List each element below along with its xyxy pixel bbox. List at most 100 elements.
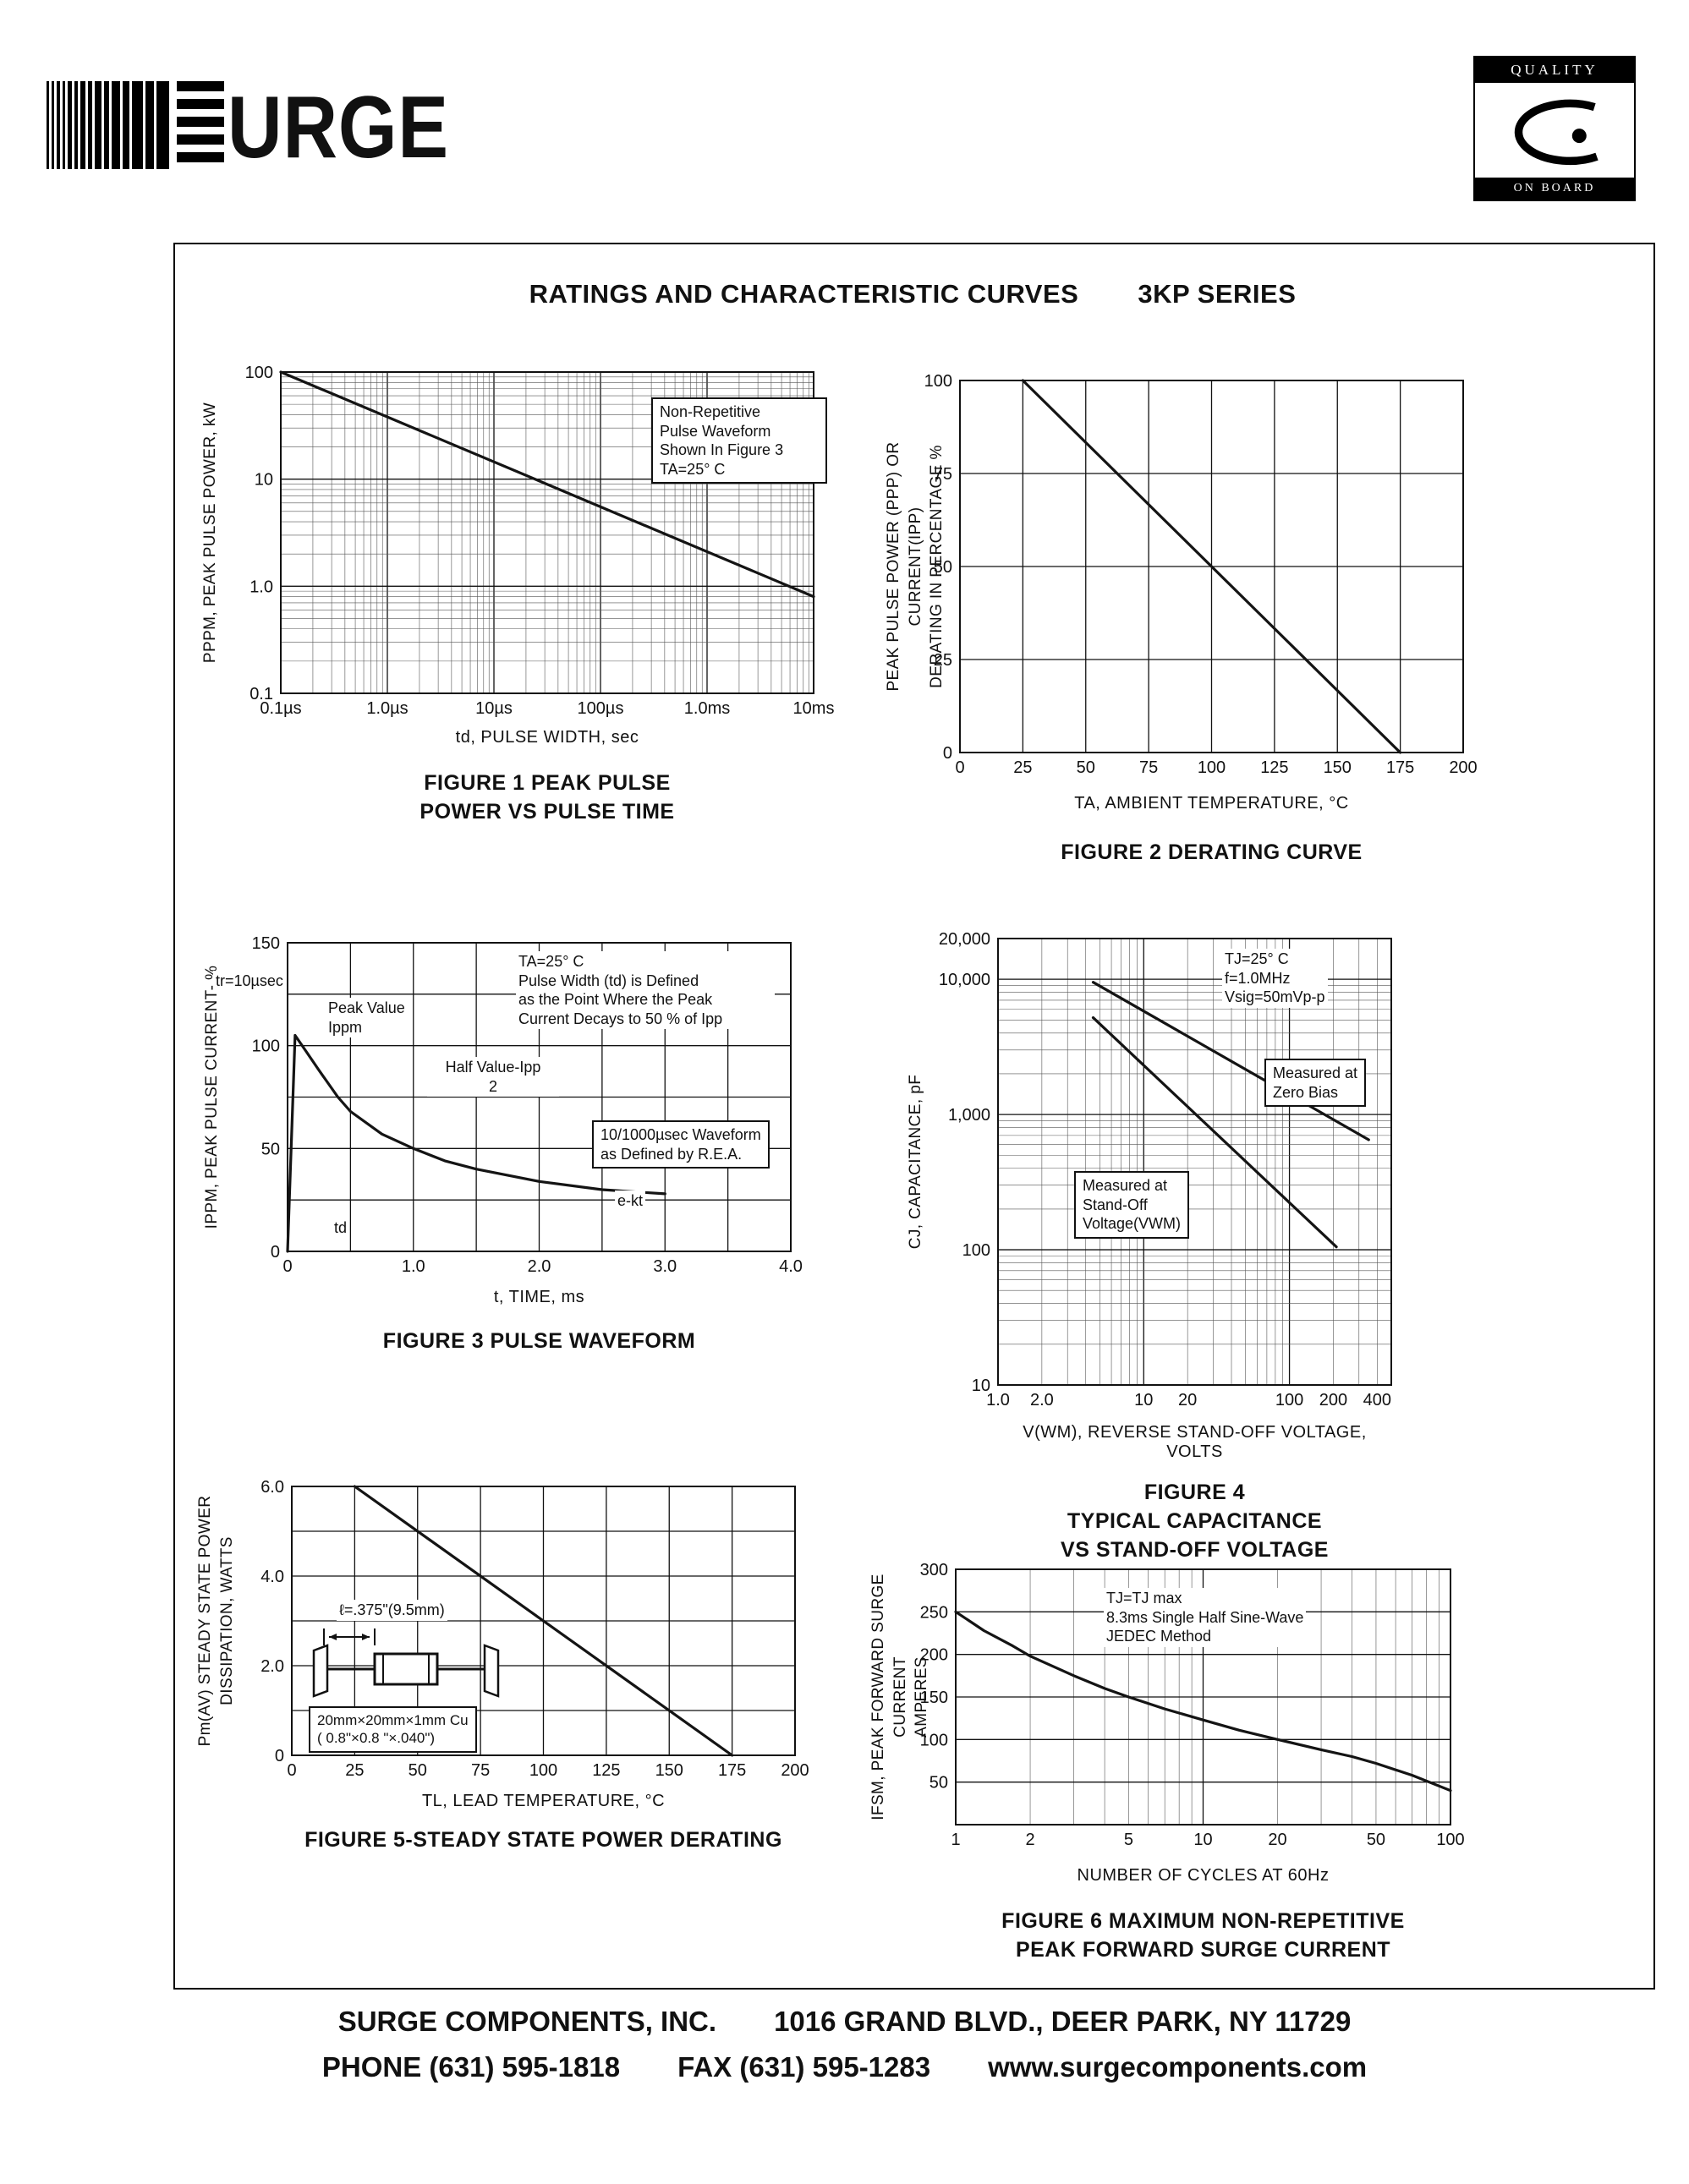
svg-text:100: 100	[529, 1761, 557, 1780]
svg-text:75: 75	[934, 465, 952, 484]
svg-text:1.0: 1.0	[402, 1257, 425, 1276]
svg-text:2.0: 2.0	[1030, 1391, 1054, 1409]
page-title: RATINGS AND CHARACTERISTIC CURVES 3KP SER…	[173, 279, 1652, 309]
svg-text:10: 10	[1134, 1391, 1153, 1409]
svg-text:25: 25	[345, 1761, 364, 1780]
svg-text:10: 10	[1193, 1831, 1212, 1849]
svg-text:175: 175	[1386, 758, 1414, 777]
fig1-plot: 0.1µs 1.0µs 10µs 100µs 1.0ms 10ms 100 10 1.0 0.1	[245, 364, 835, 718]
svg-text:1.0: 1.0	[986, 1391, 1010, 1409]
surge-logo-stripe-s-icon	[177, 81, 224, 169]
svg-text:75: 75	[471, 1761, 490, 1780]
figure-4: CJ, CAPACITANCE, pF 1.0 2.0 10 20 100 200 400 2…	[880, 913, 1582, 1562]
fig3-annotation-td: td	[332, 1218, 350, 1239]
svg-text:50: 50	[1367, 1831, 1385, 1849]
svg-text:20,000: 20,000	[939, 930, 990, 949]
svg-text:100: 100	[252, 1037, 280, 1056]
svg-text:0: 0	[287, 1761, 296, 1780]
svg-text:100: 100	[962, 1241, 990, 1260]
figure-2: PEAK PULSE POWER (PPP) OR CURRENT(IPP) D…	[880, 355, 1565, 896]
svg-text:0: 0	[943, 744, 952, 763]
fig5-plot: 0 25 50 75 100 125 150 175 200 6.0 4.0 2.0 0	[260, 1478, 809, 1780]
svg-text:150: 150	[655, 1761, 683, 1780]
fig4-plot: 1.0 2.0 10 20 100 200 400 20,000 10,000 1,000 100 1…	[939, 930, 1392, 1409]
fig5-caption: FIGURE 5-STEADY STATE POWER DERATING	[304, 1828, 782, 1852]
fig1-caption: FIGURE 1 PEAK PULSE POWER VS PULSE TIME	[420, 771, 675, 824]
footer-company-line: SURGE COMPONENTS, INC. 1016 GRAND BLVD., …	[0, 2006, 1689, 2038]
svg-text:10: 10	[255, 471, 273, 490]
svg-text:0.1: 0.1	[250, 685, 273, 703]
fig5-x-axis-label: TL, LEAD TEMPERATURE, °C	[421, 1792, 666, 1810]
svg-text:400: 400	[1363, 1391, 1391, 1409]
svg-text:20: 20	[1178, 1391, 1197, 1409]
svg-text:3.0: 3.0	[653, 1257, 677, 1276]
svg-text:75: 75	[1139, 758, 1158, 777]
fig5-annotation-copper-pad: 20mm×20mm×1mm Cu ( 0.8"×0.8 "×.040")	[309, 1706, 477, 1753]
fig5-y-axis-label: Pm(AV) STEADY STATE POWER DISSIPATION, W…	[196, 1495, 236, 1747]
svg-text:50: 50	[1077, 758, 1095, 777]
svg-text:5: 5	[1124, 1831, 1133, 1849]
fig4-annotation-zero-bias: Measured at Zero Bias	[1264, 1059, 1367, 1107]
svg-text:150: 150	[920, 1689, 948, 1707]
svg-text:50: 50	[929, 1774, 948, 1793]
svg-text:150: 150	[252, 934, 280, 953]
badge-on-board-label: ON BOARD	[1475, 178, 1634, 200]
quality-on-board-badge: QUALITY ON BOARD	[1473, 56, 1636, 201]
svg-text:4.0: 4.0	[260, 1568, 284, 1586]
svg-text:100: 100	[1198, 758, 1226, 777]
svg-text:0: 0	[271, 1243, 280, 1262]
fig2-caption: FIGURE 2 DERATING CURVE	[1061, 840, 1363, 864]
svg-text:0: 0	[955, 758, 964, 777]
svg-text:10µs: 10µs	[475, 699, 513, 718]
footer-contact-line: PHONE (631) 595-1818 FAX (631) 595-1283 ww…	[0, 2051, 1689, 2083]
svg-text:10,000: 10,000	[939, 971, 990, 989]
svg-text:100: 100	[920, 1731, 948, 1749]
fig3-annotation-exponent: e-kt	[615, 1191, 646, 1212]
svg-text:300: 300	[920, 1561, 948, 1579]
svg-text:50: 50	[934, 558, 952, 577]
fig4-caption: FIGURE 4 TYPICAL CAPACITANCE VS STAND-OF…	[1061, 1481, 1329, 1562]
surge-logo-bars-icon	[47, 81, 172, 169]
svg-text:150: 150	[1324, 758, 1352, 777]
fig3-caption: FIGURE 3 PULSE WAVEFORM	[382, 1329, 696, 1353]
fig1-annotation-conditions: Non-Repetitive Pulse Waveform Shown In F…	[651, 397, 827, 484]
svg-text:100: 100	[1275, 1391, 1303, 1409]
fig3-annotation-rise-time: tr=10µsec	[213, 971, 286, 992]
svg-text:250: 250	[920, 1603, 948, 1622]
badge-quality-label: QUALITY	[1475, 57, 1634, 83]
fig6-annotation-conditions: TJ=TJ max 8.3ms Single Half Sine-Wave JE…	[1104, 1588, 1307, 1647]
figure-1: PPPM, PEAK PULSE POWER, kW 0.1µs 1.0µs 10µ…	[195, 364, 863, 837]
fig5-annotation-lead-length: ℓ=.375"(9.5mm)	[337, 1600, 447, 1621]
svg-text:200: 200	[1449, 758, 1477, 777]
figure-6: IFSM, PEAK FORWARD SURGE CURRENT AMPERES…	[863, 1547, 1573, 2088]
fig3-annotation-rea-note: 10/1000µsec Waveform as Defined by R.E.A…	[592, 1120, 770, 1169]
fig3-x-axis-label: t, TIME, ms	[493, 1288, 585, 1306]
badge-q-mark-icon	[1475, 83, 1634, 178]
footer-web[interactable]: www.surgecomponents.com	[988, 2051, 1368, 2083]
fig3-annotation-peak-value: Peak Value Ippm	[326, 998, 408, 1037]
fig3-annotation-pulse-width-note: TA=25° C Pulse Width (td) is Defined as …	[516, 951, 775, 1029]
svg-text:1: 1	[951, 1831, 960, 1849]
svg-text:10ms: 10ms	[793, 699, 835, 718]
page-series-text: 3KP SERIES	[1138, 279, 1297, 309]
fig2-plot: 0 25 50 75 100 125 150 175 200 100 75 50 25 0	[924, 372, 1478, 777]
fig1-y-axis-label: PPPM, PEAK PULSE POWER, kW	[201, 402, 219, 664]
svg-text:6.0: 6.0	[260, 1478, 284, 1497]
svg-text:100: 100	[1436, 1831, 1464, 1849]
svg-text:1.0: 1.0	[250, 577, 273, 596]
footer-fax: FAX (631) 595-1283	[677, 2051, 931, 2083]
svg-text:2.0: 2.0	[528, 1257, 551, 1276]
svg-text:2: 2	[1025, 1831, 1034, 1849]
svg-text:200: 200	[781, 1761, 809, 1780]
fig2-x-axis-label: TA, AMBIENT TEMPERATURE, °C	[1074, 794, 1349, 813]
svg-text:175: 175	[718, 1761, 746, 1780]
svg-text:2.0: 2.0	[260, 1657, 284, 1676]
svg-text:10: 10	[972, 1377, 990, 1395]
fig6-plot: 1 2 5 10 20 50 100 300 250 200 150 100 50	[920, 1561, 1465, 1849]
svg-text:4.0: 4.0	[779, 1257, 803, 1276]
footer-phone: PHONE (631) 595-1818	[321, 2051, 621, 2083]
fig4-x-axis-label: V(WM), REVERSE STAND-OFF VOLTAGE, VOLTS	[1023, 1423, 1367, 1461]
figure-5: Pm(AV) STEADY STATE POWER DISSIPATION, W…	[195, 1471, 863, 1894]
svg-text:1.0µs: 1.0µs	[366, 699, 408, 718]
